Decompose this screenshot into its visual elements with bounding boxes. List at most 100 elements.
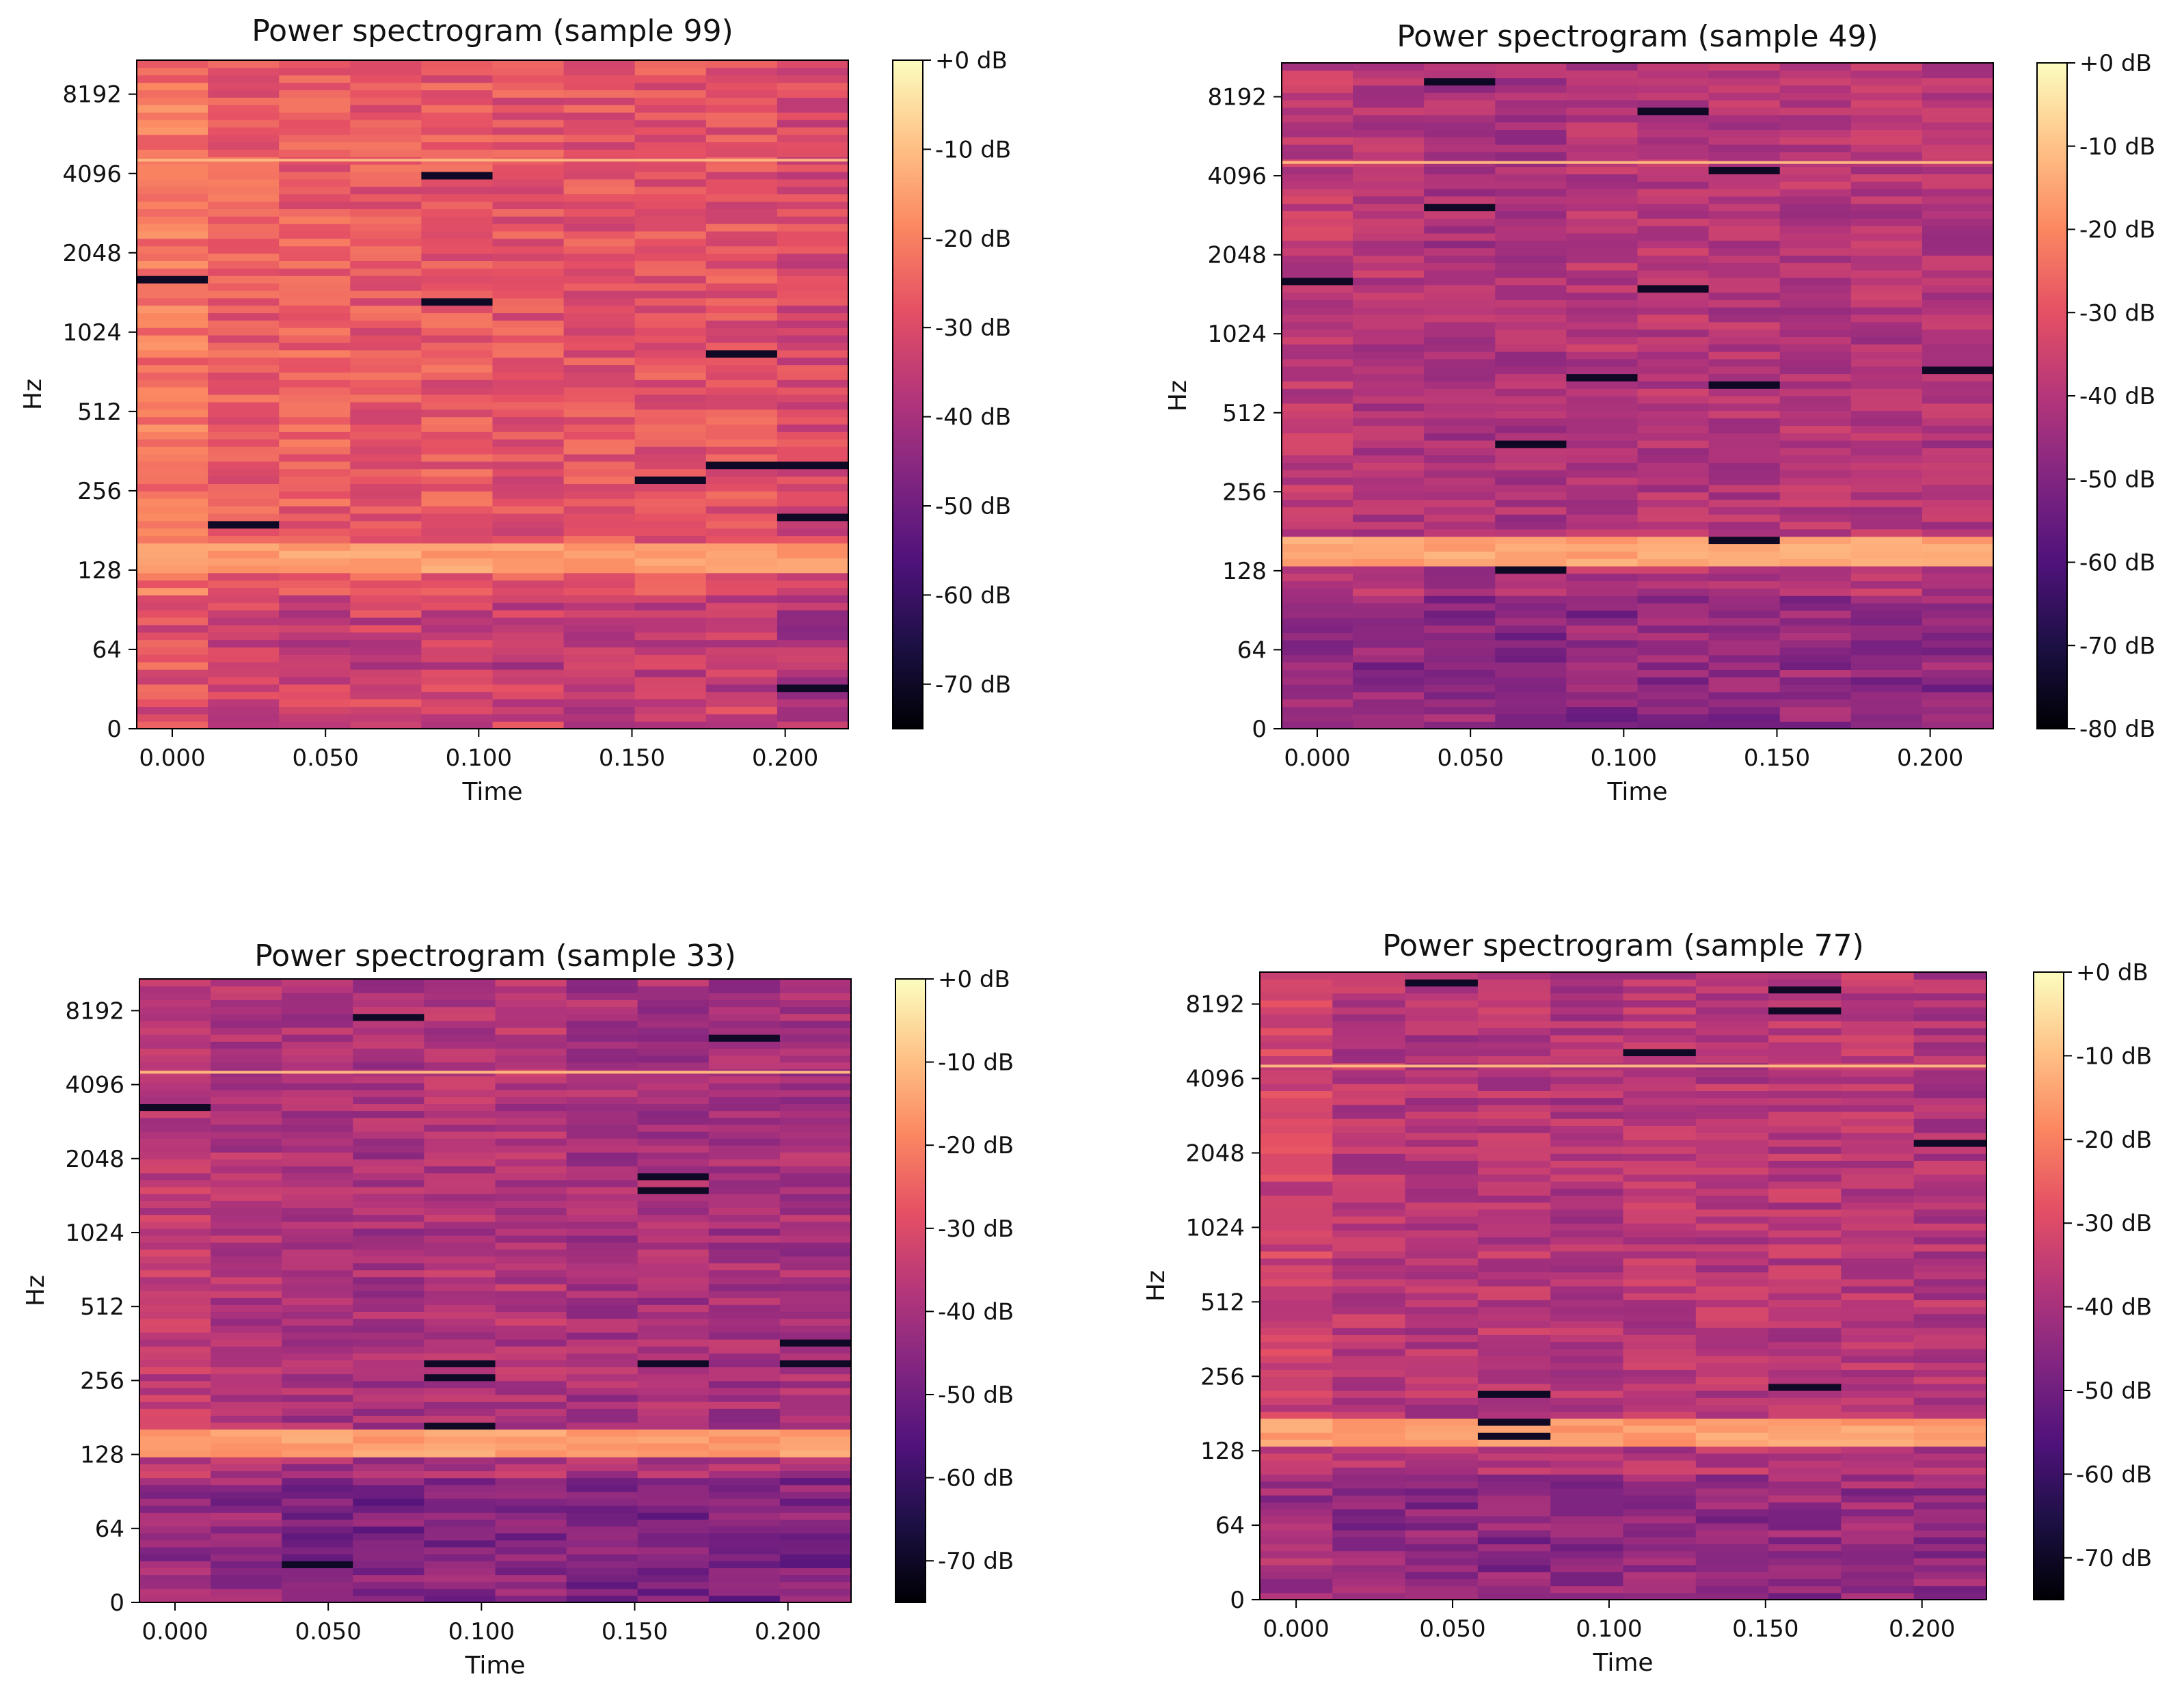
heatmap-cell <box>637 1353 710 1360</box>
heatmap-cell <box>1405 1112 1479 1119</box>
heatmap-cell <box>634 357 707 366</box>
heatmap-cell <box>708 1117 781 1125</box>
heatmap-cell <box>1550 1181 1624 1189</box>
heatmap-cell <box>1779 226 1852 234</box>
heatmap-cell <box>421 580 494 589</box>
colorbar-tick-label: -60 dB <box>935 582 1011 609</box>
heatmap-cell <box>1922 492 1994 500</box>
heatmap-cell <box>1353 85 1425 93</box>
heatmap-cell <box>1477 1341 1551 1349</box>
heatmap-cell <box>1768 1418 1842 1426</box>
heatmap-cell <box>353 1159 424 1167</box>
heatmap-cell <box>1708 647 1781 656</box>
heatmap-cell <box>495 1298 567 1305</box>
heatmap-cell <box>279 60 351 68</box>
heatmap-cell <box>1850 351 1923 360</box>
heatmap-cell <box>1282 559 1353 567</box>
heatmap-cell <box>705 714 778 722</box>
heatmap-cell <box>1282 358 1353 367</box>
heatmap-cell <box>779 1062 852 1070</box>
heatmap-cell <box>1841 1223 1915 1231</box>
heatmap-cell <box>1353 122 1425 130</box>
heatmap-cell <box>208 335 280 343</box>
heatmap-cell <box>139 1034 211 1042</box>
heatmap-cell <box>1477 1572 1551 1579</box>
heatmap-cell <box>1260 999 1333 1008</box>
heatmap-cell <box>421 297 494 306</box>
heatmap-cell <box>1260 1550 1333 1559</box>
heatmap-cell <box>1424 292 1496 300</box>
heatmap-cell <box>1282 247 1353 256</box>
heatmap-cell <box>1637 499 1710 507</box>
heatmap-cell <box>1708 677 1781 685</box>
heatmap-cell <box>1850 565 1923 574</box>
heatmap-cell <box>1353 381 1425 389</box>
heatmap-cell <box>779 1408 852 1416</box>
heatmap-cell <box>1353 610 1425 619</box>
heatmap-cell <box>1708 536 1781 545</box>
heatmap-cell <box>705 565 778 574</box>
heatmap-cell <box>1550 1056 1624 1064</box>
heatmap-cell <box>1922 373 1994 381</box>
heatmap-cell <box>1637 425 1710 433</box>
heatmap-cell <box>1637 144 1710 152</box>
heatmap-cell <box>495 1533 567 1541</box>
y-axis-label: Hz <box>1164 380 1192 412</box>
heatmap-cell <box>705 164 778 172</box>
heatmap-cell <box>421 112 494 120</box>
heatmap-cell <box>1477 1411 1551 1419</box>
heatmap-cell <box>1405 993 1479 1001</box>
heatmap-cell <box>282 1048 353 1056</box>
heatmap-cell <box>777 126 849 135</box>
heatmap-cell <box>637 1360 710 1368</box>
heatmap-cell <box>424 1276 496 1285</box>
heatmap-cell <box>634 468 707 477</box>
heatmap-cell <box>421 691 494 700</box>
heatmap-cell <box>563 245 636 254</box>
heatmap-cell <box>1424 588 1496 596</box>
heatmap-cell <box>279 364 351 373</box>
heatmap-cell <box>421 357 494 366</box>
heatmap-cell <box>353 1041 424 1049</box>
heatmap-cell <box>779 1325 852 1333</box>
heatmap-cell <box>424 999 496 1008</box>
heatmap-cell <box>421 209 494 217</box>
heatmap-cell <box>424 1034 496 1042</box>
heatmap-cell <box>1708 559 1781 567</box>
heatmap-cell <box>1695 1139 1769 1147</box>
heatmap-cell <box>353 1360 424 1368</box>
heatmap-cell <box>634 67 707 76</box>
heatmap-cell <box>1623 1112 1697 1119</box>
heatmap-cell <box>424 1187 496 1194</box>
heatmap-cell <box>282 1013 353 1021</box>
heatmap-cell <box>777 253 849 261</box>
heatmap-cell <box>492 245 565 254</box>
heatmap-cell <box>279 691 351 700</box>
heatmap-cell <box>279 193 351 202</box>
heatmap-cell <box>1922 63 1994 71</box>
heatmap-cell <box>495 1249 567 1256</box>
heatmap-cell <box>1913 1376 1987 1384</box>
heatmap-cell <box>1260 1383 1333 1391</box>
heatmap-cell <box>1850 410 1923 419</box>
heatmap-cell <box>1768 1544 1842 1552</box>
heatmap-cell <box>1477 1432 1551 1440</box>
heatmap-cell <box>495 1422 567 1430</box>
heatmap-cell <box>1708 551 1781 559</box>
heatmap-cell <box>1477 1467 1551 1475</box>
heatmap-cell <box>282 1595 353 1603</box>
heatmap-cell <box>1913 1509 1987 1517</box>
heatmap-cell <box>708 1325 781 1333</box>
heatmap-cell <box>1405 1550 1479 1559</box>
heatmap-cell <box>637 1055 710 1063</box>
heatmap-cell <box>353 1401 424 1409</box>
heatmap-cell <box>708 1526 781 1534</box>
heatmap-cell <box>495 1110 567 1118</box>
heatmap-cell <box>279 372 351 380</box>
heatmap-cell <box>708 1491 781 1499</box>
heatmap-cell <box>708 1027 781 1035</box>
heatmap-cell <box>495 1221 567 1229</box>
heatmap-cell <box>1550 999 1624 1008</box>
heatmap-cell <box>1695 1432 1769 1440</box>
heatmap-cell <box>424 1283 496 1291</box>
